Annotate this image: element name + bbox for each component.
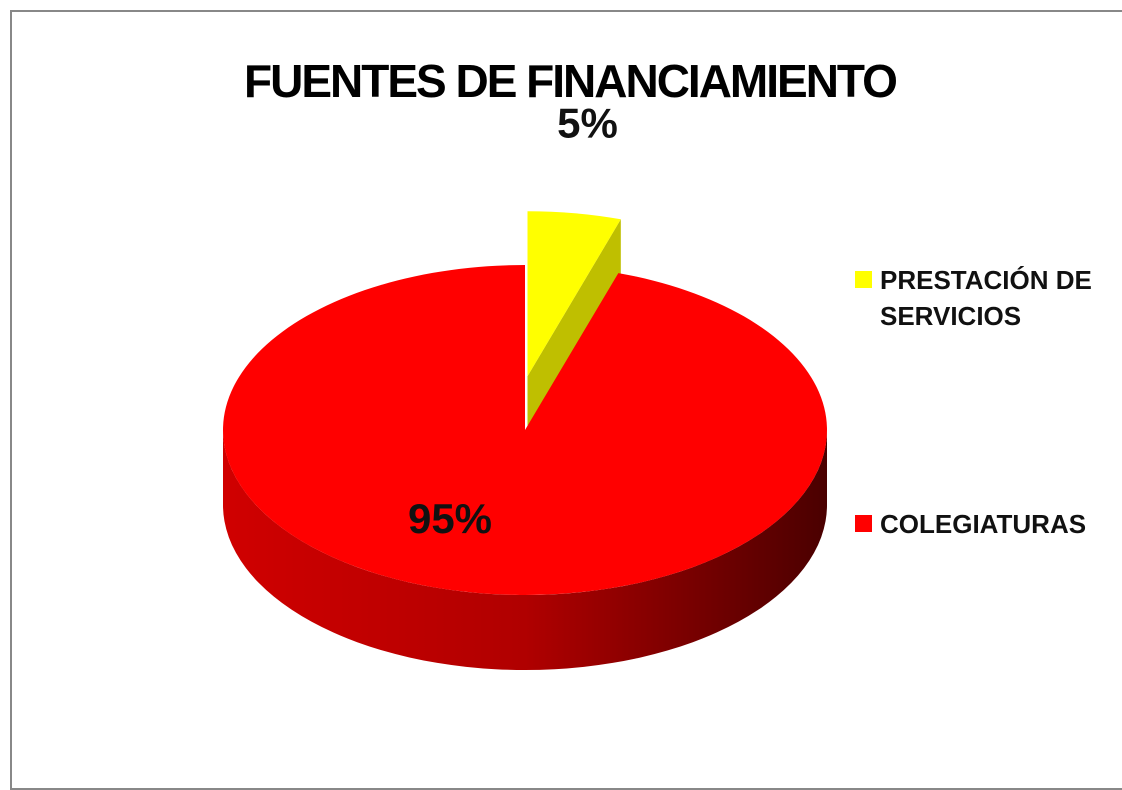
legend-item: COLEGIATURAS	[855, 506, 1122, 542]
legend-swatch	[855, 271, 872, 288]
page: FUENTES DE FINANCIAMIENTO 5% 95% PRESTACI…	[10, 10, 1122, 790]
slice	[222, 265, 827, 595]
legend-swatch	[855, 515, 872, 532]
data-label: 5%	[557, 99, 618, 146]
chart: FUENTES DE FINANCIAMIENTO 5% 95%	[222, 55, 898, 670]
legend-item: PRESTACIÓN DE SERVICIOS	[855, 262, 1122, 334]
slice-side	[223, 430, 827, 670]
legend-label: COLEGIATURAS	[880, 509, 1087, 539]
slice	[527, 211, 621, 377]
chart-title: FUENTES DE FINANCIAMIENTO	[244, 55, 896, 107]
legend-label: PRESTACIÓN DE SERVICIOS	[880, 265, 1092, 331]
data-label: 95%	[408, 495, 492, 542]
